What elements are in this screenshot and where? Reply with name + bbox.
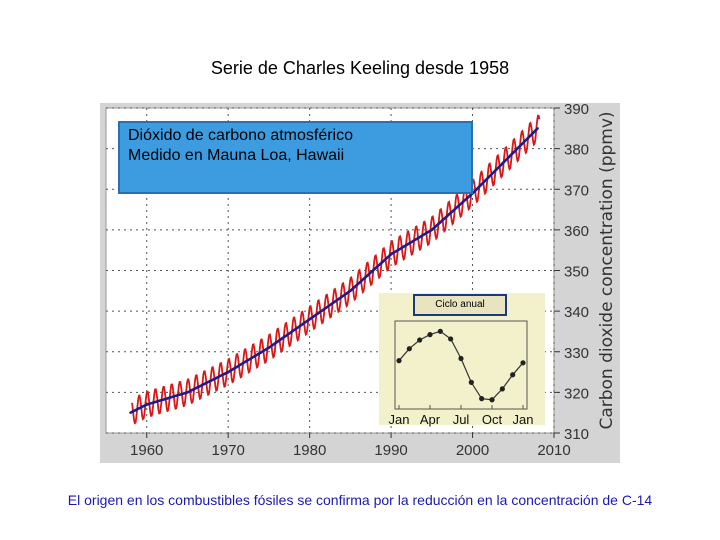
trend-point <box>389 253 393 256</box>
inset-title: Ciclo anual <box>413 294 507 316</box>
inset-point <box>427 332 433 338</box>
y-tick-label: 360 <box>564 223 589 240</box>
co2-figure: Jan Apr Jul Oct Jan 310 320 330 340 350 360 370 380… <box>100 103 620 463</box>
trend-point <box>308 318 311 321</box>
y-axis-label: Carbon dioxide concentration (ppmv) <box>597 111 617 429</box>
y-tick-label: 350 <box>564 264 589 281</box>
x-tick-label: 1970 <box>211 442 244 459</box>
slide-title: Serie de Charles Keeling desde 1958 <box>210 58 510 78</box>
x-tick-label: 1960 <box>130 442 163 459</box>
inset-point <box>448 336 454 342</box>
y-tick-label: 380 <box>564 142 589 159</box>
inset-point <box>479 396 485 402</box>
trend-co2-line <box>129 127 539 414</box>
y-tick-label: 340 <box>564 304 589 321</box>
inset-tick-label: Jul <box>453 412 470 427</box>
chart-title-line-2: Medido en Mauna Loa, Hawaii <box>128 147 345 164</box>
inset-point <box>396 358 402 364</box>
trend-point <box>267 346 271 349</box>
trend-point <box>512 151 515 154</box>
x-tick-label: 1980 <box>293 442 326 459</box>
trend-point <box>129 411 132 414</box>
inset-point <box>510 372 516 378</box>
inset-point <box>468 379 474 385</box>
inset-point <box>406 346 412 352</box>
trend-point <box>226 370 230 374</box>
trend-point <box>145 403 148 406</box>
trend-point <box>536 127 539 130</box>
chart-title-line-1: Dióxido de carbono atmosférico <box>128 127 354 144</box>
slide-caption: El origen en los combustibles fósiles se… <box>67 492 653 508</box>
inset-point <box>417 337 423 343</box>
chart-title-box: Dióxido de carbono atmosférico Medido en… <box>118 121 473 194</box>
trend-point <box>349 289 352 293</box>
inset-tick-label: Jan <box>389 412 410 427</box>
y-tick-label: 330 <box>564 345 589 362</box>
inset-tick-label: Apr <box>420 412 441 427</box>
y-tick-label: 310 <box>564 426 589 443</box>
inset-tick-label: Jan <box>513 412 534 427</box>
y-tick-label: 320 <box>564 385 589 402</box>
inset-point <box>437 328 443 334</box>
trend-point <box>186 391 189 394</box>
y-tick-label: 390 <box>564 103 589 118</box>
x-tick-label: 1990 <box>374 442 407 459</box>
inset-point <box>520 360 526 366</box>
x-tick-label: 2000 <box>456 442 489 459</box>
inset-point <box>499 386 505 392</box>
trend-point <box>430 228 434 232</box>
y-tick-label: 370 <box>564 182 589 199</box>
x-tick-label: 2010 <box>537 442 570 459</box>
inset-tick-label: Oct <box>482 412 503 427</box>
inset-point <box>458 355 464 362</box>
inset-point <box>489 397 495 403</box>
